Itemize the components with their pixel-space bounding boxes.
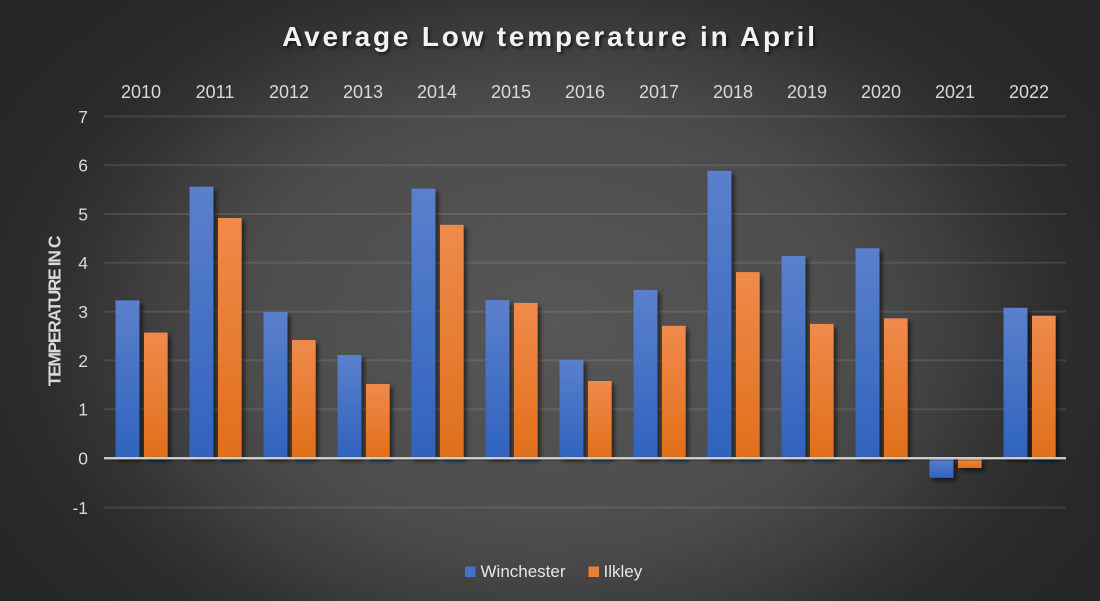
svg-text:2012: 2012 xyxy=(269,82,309,102)
svg-text:2: 2 xyxy=(78,351,88,371)
svg-text:3: 3 xyxy=(78,302,88,322)
svg-text:Winchester: Winchester xyxy=(481,562,566,581)
svg-text:2019: 2019 xyxy=(787,82,827,102)
svg-text:0: 0 xyxy=(78,449,88,469)
svg-text:Ilkley: Ilkley xyxy=(604,562,643,581)
svg-text:5: 5 xyxy=(78,204,88,224)
svg-text:1: 1 xyxy=(78,400,88,420)
svg-text:2021: 2021 xyxy=(935,82,975,102)
svg-text:2014: 2014 xyxy=(417,82,457,102)
svg-text:7: 7 xyxy=(78,107,88,127)
svg-text:6: 6 xyxy=(78,156,88,176)
svg-text:2020: 2020 xyxy=(861,82,901,102)
svg-text:2010: 2010 xyxy=(121,82,161,102)
svg-text:2022: 2022 xyxy=(1009,82,1049,102)
svg-text:2013: 2013 xyxy=(343,82,383,102)
svg-text:Average Low temperature in Apr: Average Low temperature in April xyxy=(282,21,818,52)
svg-text:2018: 2018 xyxy=(713,82,753,102)
svg-text:2011: 2011 xyxy=(196,82,235,102)
svg-text:4: 4 xyxy=(78,253,88,273)
svg-text:2017: 2017 xyxy=(639,82,679,102)
svg-text:TEMPERATURE IN C: TEMPERATURE IN C xyxy=(45,235,65,386)
svg-text:2016: 2016 xyxy=(565,82,605,102)
svg-text:-1: -1 xyxy=(72,498,88,518)
svg-text:2015: 2015 xyxy=(491,82,531,102)
